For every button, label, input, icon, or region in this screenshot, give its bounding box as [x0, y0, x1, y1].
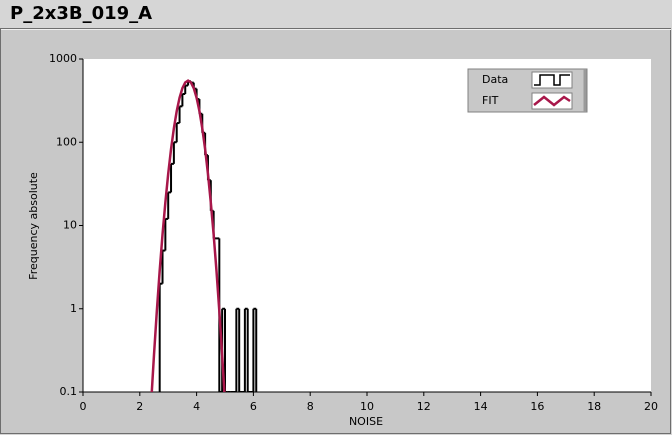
header-bar	[0, 0, 672, 28]
legend-icon-box	[531, 71, 573, 89]
x-tick-label: 0	[80, 400, 87, 413]
y-tick-label: 10	[63, 219, 77, 232]
plot-area	[83, 59, 651, 392]
legend-icon	[534, 74, 570, 86]
fit-line	[150, 79, 226, 392]
x-tick-label: 18	[587, 400, 601, 413]
x-axis-label: NOISE	[349, 415, 383, 428]
y-axis-label: Frequency absolute	[27, 172, 40, 280]
x-tick-label: 20	[644, 400, 658, 413]
x-tick-label: 10	[360, 400, 374, 413]
x-tick-label: 2	[136, 400, 143, 413]
legend-label: Data	[482, 73, 508, 86]
x-tick-label: 14	[474, 400, 488, 413]
x-tick-label: 4	[193, 400, 200, 413]
x-tick-label: 16	[530, 400, 544, 413]
y-tick-label: 100	[56, 135, 77, 148]
legend-icon	[533, 95, 571, 107]
y-tick-label: 1000	[49, 52, 77, 65]
x-tick-label: 8	[307, 400, 314, 413]
legend-label: FIT	[482, 94, 499, 107]
y-tick-label: 0.1	[60, 385, 78, 398]
x-tick-label: 12	[417, 400, 431, 413]
x-tick-label: 6	[250, 400, 257, 413]
plot-marks	[150, 79, 258, 392]
chart-title: P_2x3B_019_A	[10, 3, 152, 24]
y-tick-label: 1	[70, 302, 77, 315]
